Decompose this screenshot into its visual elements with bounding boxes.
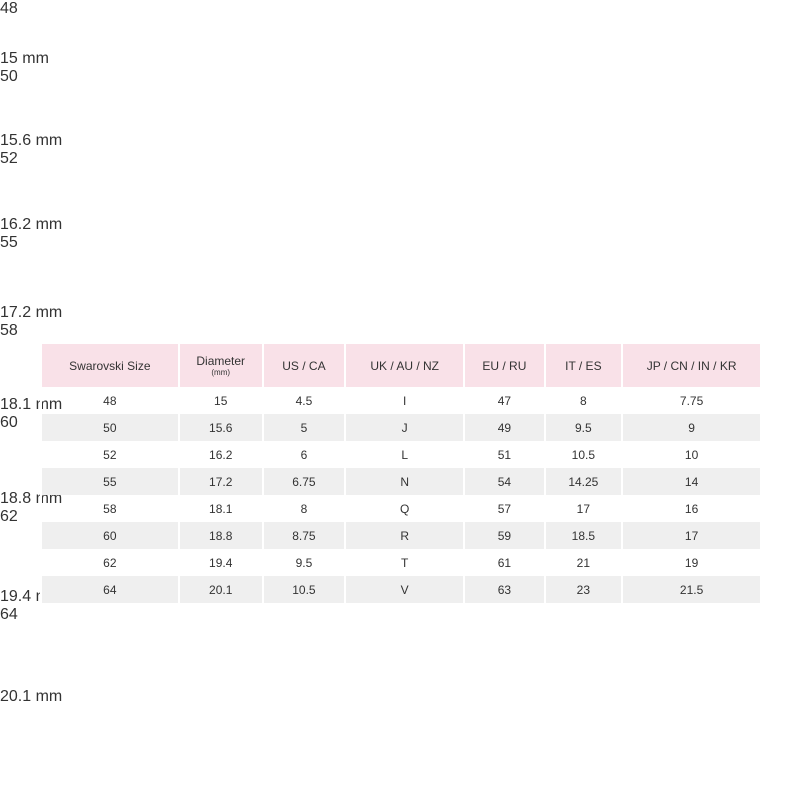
table-cell: 54 xyxy=(463,468,545,495)
table-cell: 61 xyxy=(463,549,545,576)
header-row: Swarovski Size Diameter (mm) US / CA UK / AU… xyxy=(40,344,760,387)
table-cell: 14.25 xyxy=(543,468,623,495)
table-cell: 9.5 xyxy=(543,414,623,441)
table-row: 60 18.8 8.75 R 59 18.5 17 xyxy=(40,522,760,549)
header-label: Swarovski Size xyxy=(69,358,151,373)
header-unit: (mm) xyxy=(211,368,231,377)
table-cell: 55 xyxy=(40,468,179,495)
table-cell: 16 xyxy=(621,495,760,522)
table-cell: 5 xyxy=(261,414,346,441)
table-cell: 19.4 xyxy=(177,549,263,576)
table-cell: 15.6 xyxy=(177,414,263,441)
column-header: Diameter (mm) xyxy=(177,344,263,387)
table-cell: T xyxy=(344,549,465,576)
header-label: EU / RU xyxy=(482,358,527,373)
table-cell: 10.5 xyxy=(543,441,623,468)
table-cell: 21.5 xyxy=(621,576,760,603)
table-cell: 17.2 xyxy=(177,468,263,495)
ring: 60 xyxy=(0,414,18,431)
table-cell: 6 xyxy=(261,441,346,468)
table-cell: 57 xyxy=(463,495,545,522)
table-cell: 47 xyxy=(463,387,545,414)
table-cell: 7.75 xyxy=(621,387,760,414)
table-cell: 59 xyxy=(463,522,545,549)
table-cell: 8 xyxy=(543,387,623,414)
table-row: 62 19.4 9.5 T 61 21 19 xyxy=(40,549,760,576)
table-cell: 6.75 xyxy=(261,468,346,495)
column-header: Swarovski Size xyxy=(40,344,179,387)
measure: 20.1 mm xyxy=(0,688,63,705)
table-cell: L xyxy=(344,441,465,468)
table-row: 55 17.2 6.75 N 54 14.25 14 xyxy=(40,468,760,495)
table-cell: 10.5 xyxy=(261,576,346,603)
column-header: JP / CN / IN / KR xyxy=(621,344,760,387)
table-cell: V xyxy=(344,576,465,603)
ring: 55 xyxy=(0,234,18,251)
table-row: 64 20.1 10.5 V 63 23 21.5 xyxy=(40,576,760,603)
ring: 62 xyxy=(0,508,18,525)
table-cell: R xyxy=(344,522,465,549)
table-cell: 18.8 xyxy=(177,522,263,549)
table-cell: 4.5 xyxy=(261,387,346,414)
table-row: 50 15.6 5 J 49 9.5 9 xyxy=(40,414,760,441)
table-row: 52 16.2 6 L 51 10.5 10 xyxy=(40,441,760,468)
header-label: Diameter xyxy=(196,354,246,368)
header-label: US / CA xyxy=(282,358,326,373)
header-label: IT / ES xyxy=(565,358,602,373)
table-cell: 49 xyxy=(463,414,545,441)
table-cell: 8.75 xyxy=(261,522,346,549)
table-cell: 48 xyxy=(40,387,179,414)
ring: 64 xyxy=(0,606,18,623)
table-cell: 8 xyxy=(261,495,346,522)
ring: 58 xyxy=(0,322,18,339)
header-label: JP / CN / IN / KR xyxy=(646,358,737,373)
header-label: UK / AU / NZ xyxy=(370,358,440,373)
table-cell: 58 xyxy=(40,495,179,522)
table-cell: 52 xyxy=(40,441,179,468)
measure: 15 mm xyxy=(0,50,49,67)
table-cell: 17 xyxy=(543,495,623,522)
column-header: US / CA xyxy=(261,344,346,387)
size-table: Swarovski Size Diameter (mm) US / CA UK / AU… xyxy=(40,344,760,603)
ring: 48 xyxy=(0,0,18,17)
table-cell: 60 xyxy=(40,522,179,549)
table-cell: 9.5 xyxy=(261,549,346,576)
table-cell: 10 xyxy=(621,441,760,468)
table-cell: Q xyxy=(344,495,465,522)
table-cell: 9 xyxy=(621,414,760,441)
table-cell: 51 xyxy=(463,441,545,468)
table-cell: 64 xyxy=(40,576,179,603)
table-cell: 50 xyxy=(40,414,179,441)
table-cell: N xyxy=(344,468,465,495)
table-cell: 62 xyxy=(40,549,179,576)
measure: 16.2 mm xyxy=(0,216,63,233)
column-header: UK / AU / NZ xyxy=(344,344,465,387)
table-cell: 20.1 xyxy=(177,576,263,603)
table-cell: I xyxy=(344,387,465,414)
table-row: 48 15 4.5 I 47 8 7.75 xyxy=(40,387,760,414)
table-cell: 19 xyxy=(621,549,760,576)
column-header: IT / ES xyxy=(543,344,623,387)
table-cell: 14 xyxy=(621,468,760,495)
table-cell: 63 xyxy=(463,576,545,603)
table-cell: 18.1 xyxy=(177,495,263,522)
table-cell: 17 xyxy=(621,522,760,549)
table-cell: 15 xyxy=(177,387,263,414)
table-cell: 16.2 xyxy=(177,441,263,468)
table-cell: J xyxy=(344,414,465,441)
measure: 15.6 mm xyxy=(0,132,63,149)
measure: 17.2 mm xyxy=(0,304,63,321)
table-cell: 23 xyxy=(543,576,623,603)
table-row: 58 18.1 8 Q 57 17 16 xyxy=(40,495,760,522)
column-header: EU / RU xyxy=(463,344,545,387)
table-cell: 21 xyxy=(543,549,623,576)
ring: 50 xyxy=(0,68,18,85)
table-cell: 18.5 xyxy=(543,522,623,549)
ring: 52 xyxy=(0,150,18,167)
